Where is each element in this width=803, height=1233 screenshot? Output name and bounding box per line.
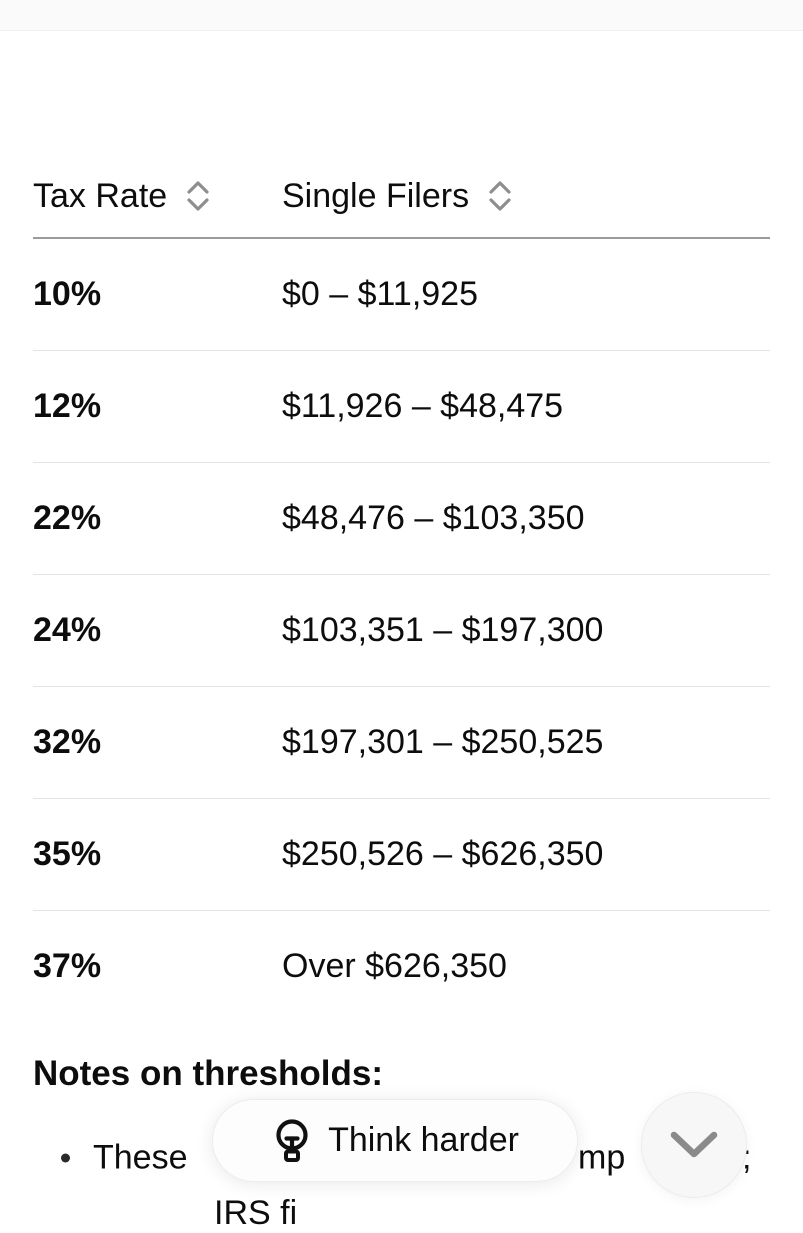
bullet-icon [61, 1153, 70, 1163]
table-body: 10% $0 – $11,925 12% $11,926 – $48,475 2… [33, 239, 770, 1022]
column-header-tax-rate[interactable]: Tax Rate [33, 176, 282, 215]
column-header-single-filers[interactable]: Single Filers [282, 176, 513, 215]
single-filers-cell: $48,476 – $103,350 [282, 499, 585, 537]
status-bar-area [0, 0, 803, 31]
table-row: 12% $11,926 – $48,475 [33, 351, 770, 463]
table-row: 10% $0 – $11,925 [33, 239, 770, 351]
table-header-row: Tax Rate Single Filers [33, 31, 770, 239]
sort-icon [187, 181, 209, 211]
tax-rate-cell: 12% [33, 387, 102, 425]
tax-rate-cell: 35% [33, 835, 102, 873]
column-header-label: Tax Rate [33, 176, 168, 215]
single-filers-cell: $11,926 – $48,475 [282, 387, 564, 425]
column-header-label: Single Filers [282, 176, 470, 215]
table-row: 24% $103,351 – $197,300 [33, 575, 770, 687]
note-text-fragment: ; [742, 1138, 752, 1177]
table-row: 32% $197,301 – $250,525 [33, 687, 770, 799]
table-row: 22% $48,476 – $103,350 [33, 463, 770, 575]
table-row: 35% $250,526 – $626,350 [33, 799, 770, 911]
single-filers-cell: $197,301 – $250,525 [282, 723, 604, 761]
tax-rate-cell: 24% [33, 611, 102, 649]
chat-message-content: Tax Rate Single Filers 10% $0 – $11,925 … [0, 31, 803, 1233]
scroll-to-bottom-button[interactable] [641, 1092, 747, 1198]
tax-rate-cell: 22% [33, 499, 102, 537]
sort-icon [489, 181, 511, 211]
lightbulb-icon [276, 1118, 308, 1162]
think-harder-button[interactable]: Think harder [212, 1099, 578, 1182]
think-harder-label: Think harder [328, 1121, 519, 1159]
table-row: 37% Over $626,350 [33, 911, 770, 1022]
single-filers-cell: $103,351 – $197,300 [282, 611, 604, 649]
note-text-fragment: These [93, 1138, 188, 1177]
note-text-fragment: mp [578, 1138, 626, 1177]
notes-heading: Notes on thresholds: [33, 1054, 384, 1093]
single-filers-cell: Over $626,350 [282, 947, 507, 985]
note-bullet-line: These mp ; [33, 1130, 770, 1186]
single-filers-cell: $0 – $11,925 [282, 275, 478, 313]
tax-rate-cell: 10% [33, 275, 102, 313]
tax-rate-cell: 32% [33, 723, 102, 761]
tax-rate-cell: 37% [33, 947, 102, 985]
single-filers-cell: $250,526 – $626,350 [282, 835, 604, 873]
chevron-down-icon [670, 1131, 718, 1158]
